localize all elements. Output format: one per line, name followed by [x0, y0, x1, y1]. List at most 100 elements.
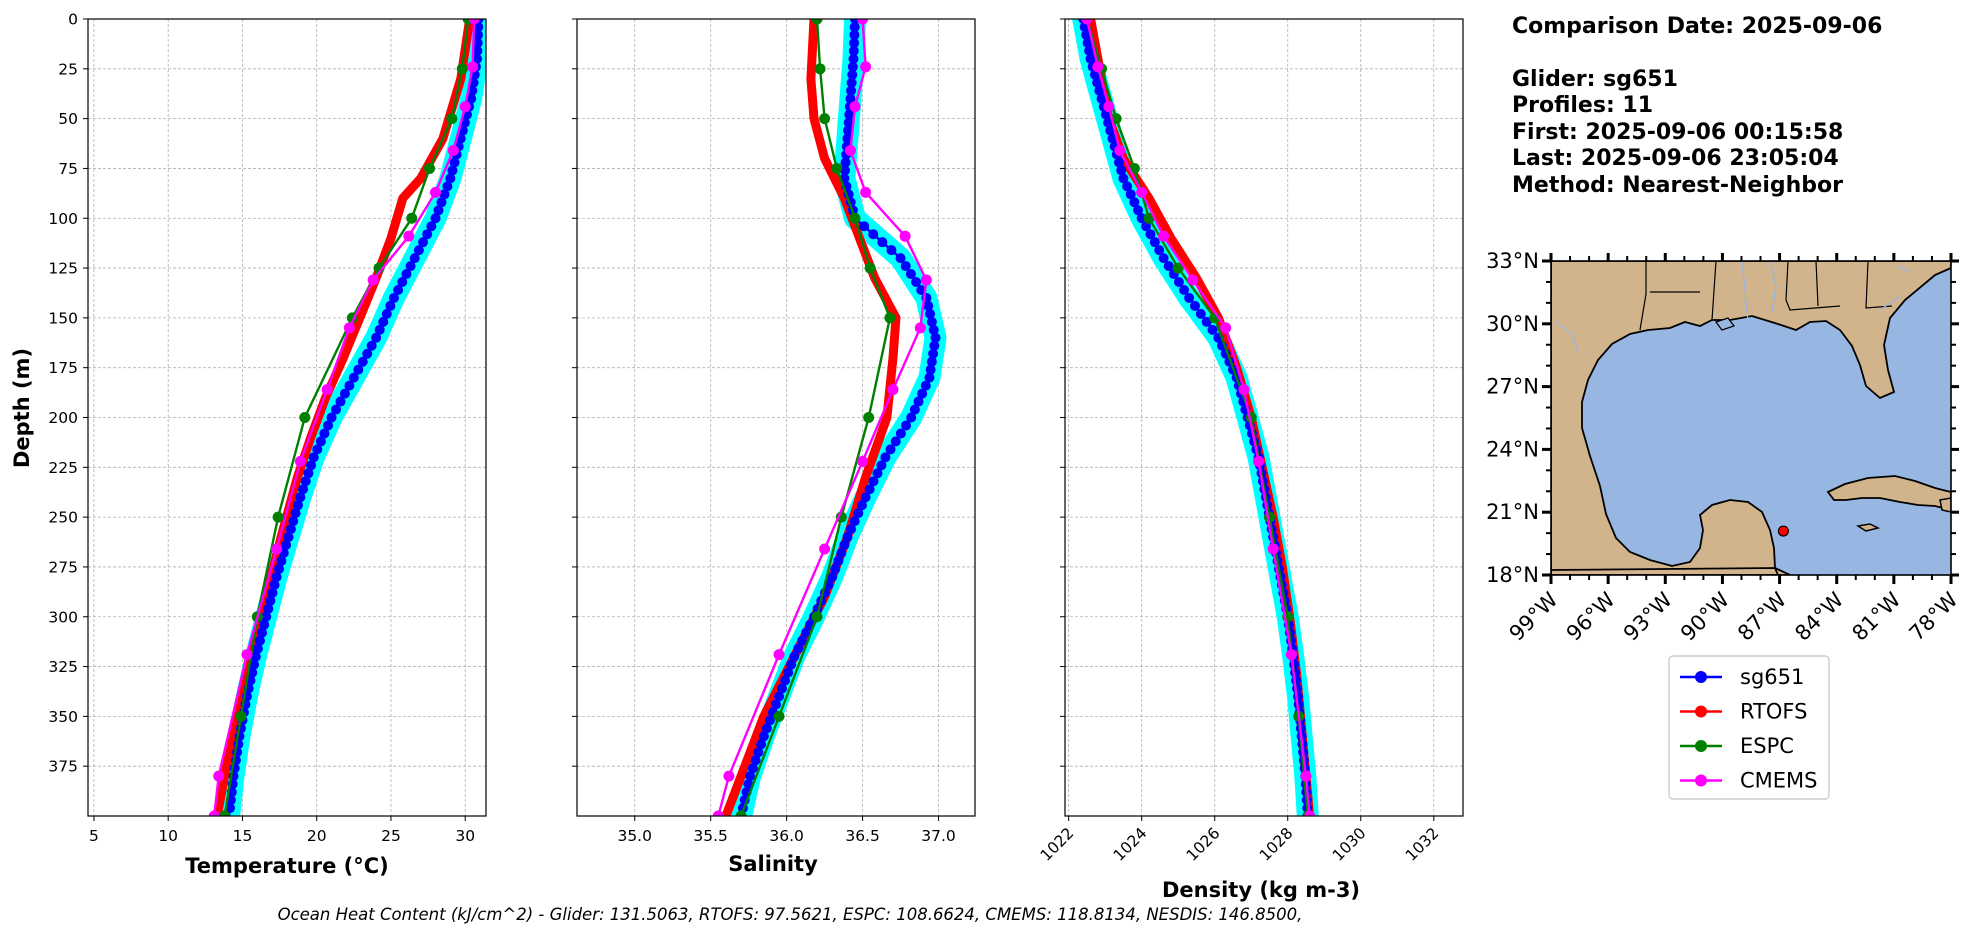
density-x-tick-label: 1022 [1037, 824, 1078, 865]
sg651-point [290, 508, 301, 519]
temperature-x-tick-label: 30 [455, 827, 475, 845]
density-x-tick-label: 1032 [1402, 824, 1443, 865]
sg651-point [267, 587, 278, 598]
sg651-point [1105, 125, 1116, 136]
sg651-point [836, 547, 847, 558]
density-series [1072, 19, 1319, 816]
sg651-point [300, 476, 311, 487]
temperature-x-tick-label: 20 [307, 827, 327, 845]
sg651-point [418, 237, 429, 248]
sg651-point [331, 404, 342, 415]
depth-tick-label: 375 [48, 758, 78, 776]
espc-point [406, 212, 418, 224]
temperature-x-tick-label: 10 [158, 827, 178, 845]
sg651-point [472, 37, 483, 48]
sg651-point [348, 372, 359, 383]
sg651-point [339, 388, 350, 399]
sg651-point [472, 29, 483, 40]
sg651-point [1085, 53, 1096, 64]
map-land-central-america [1551, 567, 1779, 575]
sg651-point [906, 412, 917, 423]
sg651-point [319, 428, 330, 439]
sg651-point [750, 755, 761, 766]
sg651-point [926, 356, 937, 367]
sg651-point [401, 269, 412, 280]
sg651-point [472, 53, 483, 64]
salinity-axis-title: Salinity [728, 852, 818, 876]
sg651-point [827, 571, 838, 582]
espc-point [849, 212, 861, 224]
glider-name: Glider: sg651 [1512, 66, 1678, 92]
sg651-point [848, 45, 859, 56]
espc-point [235, 710, 247, 722]
cmems-point [213, 770, 225, 782]
sg651-point [250, 651, 261, 662]
espc-point [219, 810, 231, 816]
sg651-point [263, 603, 274, 614]
sg651-point [397, 277, 408, 288]
cmems-point [430, 186, 442, 198]
map-land-north-america [1551, 261, 1951, 575]
espc-point [884, 312, 896, 324]
map-lon-label: 90°W [1676, 587, 1734, 645]
sg651-point [909, 404, 920, 415]
density-panel: 1022 1024 1026 1028 1030 1032 [1037, 18, 1464, 865]
last-profile-time: Last: 2025-09-06 23:05:04 [1512, 146, 1839, 171]
sg651-point [753, 747, 764, 758]
cmems-point [773, 649, 785, 661]
espc-point [456, 63, 468, 75]
legend-marker [1695, 774, 1707, 787]
temperature-x-tick-label: 25 [381, 827, 401, 845]
cmems-point [208, 810, 220, 816]
sg651-point [362, 348, 373, 359]
cmems-point [860, 186, 872, 198]
sg651-point [405, 261, 416, 272]
legend-item: ESPC [1680, 734, 1794, 758]
sg651-point [864, 484, 875, 495]
cmems-point [1092, 61, 1104, 73]
sg651-point [761, 723, 772, 734]
sg651-point [249, 659, 260, 670]
sg651-point [743, 779, 754, 790]
cmems-point [819, 543, 831, 555]
sg651-point [271, 571, 282, 582]
sg651-point [890, 436, 901, 447]
sg651-point [1133, 205, 1144, 216]
sg651-point [801, 627, 812, 638]
sg651-point [254, 635, 265, 646]
sg651-point [860, 492, 871, 503]
cmems-point [1220, 322, 1232, 334]
cmems-line [717, 19, 928, 816]
depth-tick-label: 325 [48, 658, 78, 676]
ocean-heat-content-footer: Ocean Heat Content (kJ/cm^2) - Glider: 1… [278, 905, 1303, 924]
sg651-point [846, 77, 857, 88]
sg651-point [900, 261, 911, 272]
sg651-point [895, 428, 906, 439]
sg651-point [928, 348, 939, 359]
sg651-point [257, 627, 268, 638]
sg651-point [843, 117, 854, 128]
espc-point [864, 262, 876, 274]
density-x-tick-label: 1024 [1110, 824, 1151, 865]
espc-point [814, 63, 826, 75]
espc-point [735, 810, 747, 816]
cmems-point [343, 322, 355, 334]
sg651-point [265, 595, 276, 606]
sg651-point [901, 420, 912, 431]
density-x-tick-label: 1026 [1183, 824, 1224, 865]
sg651-point [378, 316, 389, 327]
cmems-point [1304, 810, 1316, 816]
sg651-point [923, 300, 934, 311]
depth-tick-label: 275 [48, 558, 78, 576]
map-land-hispaniola [1939, 497, 1951, 513]
sg651-point [846, 85, 857, 96]
sg651-point [315, 436, 326, 447]
sg651-point [1154, 245, 1165, 256]
cmems-line [213, 19, 476, 816]
cmems-point [1136, 186, 1148, 198]
espc-point [811, 611, 823, 623]
density-grid [1065, 18, 1463, 816]
salinity-x-tick-label: 36.0 [769, 827, 804, 845]
salinity-panel: 35.0 35.5 36.0 36.5 37.0 [572, 18, 976, 845]
sg651-point [252, 643, 263, 654]
